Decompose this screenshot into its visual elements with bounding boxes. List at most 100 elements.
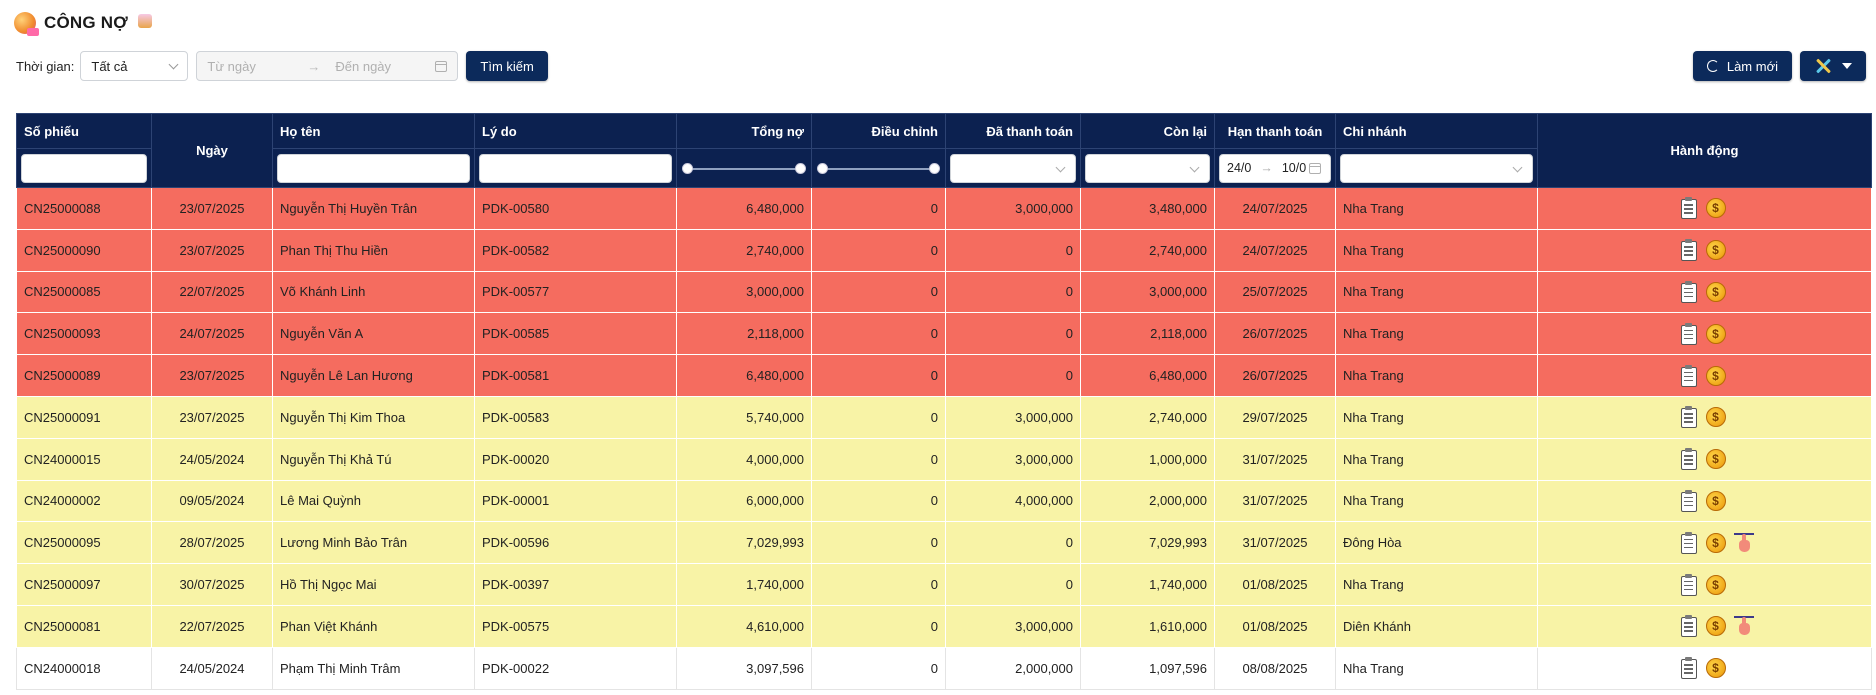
cell-adjust: 0 [811,563,946,606]
slider-handle-max[interactable] [929,162,940,174]
coin-icon[interactable]: $ [1705,616,1726,637]
table-row[interactable]: CN25000095 28/07/2025 Lương Minh Bảo Trân P… [16,521,1872,565]
time-filter-select[interactable]: Tất cả [80,51,189,81]
adjust-range-slider[interactable] [816,154,941,183]
slider-handle-min[interactable] [682,162,693,174]
cell-actions: $ [1537,187,1872,230]
coin-icon[interactable]: $ [1705,240,1726,261]
table-row[interactable]: CN25000091 23/07/2025 Nguyễn Thị Kim Thoa P… [16,395,1872,439]
clipboard-icon[interactable] [1680,364,1698,387]
tools-menu-button[interactable] [1800,51,1866,81]
table-row[interactable]: CN25000081 22/07/2025 Phan Việt Khánh PDK-0… [16,604,1872,648]
table-row[interactable]: CN25000088 23/07/2025 Nguyễn Thị Huyền Trâ… [16,187,1872,230]
cell-paid: 3,000,000 [945,437,1081,481]
cell-actions: $ [1537,521,1872,565]
cell-remaining: 1,000,000 [1080,437,1215,481]
table-row[interactable]: CN25000093 24/07/2025 Nguyễn Văn A PDK-0058… [16,312,1872,356]
col-header-paid[interactable]: Đã thanh toán [945,113,1081,149]
cell-branch: Nha Trang [1335,395,1538,439]
cell-adjust: 0 [811,646,946,690]
col-header-due[interactable]: Hạn thanh toán [1214,113,1336,149]
cell-paid: 0 [945,354,1081,397]
cell-due: 25/07/2025 [1214,270,1336,314]
cell-paid: 3,000,000 [945,395,1081,439]
cell-total: 6,000,000 [676,479,812,523]
clipboard-icon[interactable] [1680,280,1698,303]
table-row[interactable]: CN24000018 24/05/2024 Phạm Thị Minh Trâm PD… [16,646,1872,690]
total-range-slider[interactable] [681,154,807,183]
clipboard-icon[interactable] [1680,239,1698,262]
clipboard-icon[interactable] [1680,489,1698,512]
due-date-range-filter[interactable]: 24/0 → 10/0 [1219,153,1331,183]
cell-due: 24/07/2025 [1214,228,1336,272]
col-header-date[interactable]: Ngày [151,113,273,188]
cell-remaining: 2,740,000 [1080,395,1215,439]
due-from-value: 24/0 [1227,161,1252,175]
cell-total: 4,610,000 [676,604,812,648]
cell-total: 1,740,000 [676,563,812,606]
table-row[interactable]: CN25000089 23/07/2025 Nguyễn Lê Lan Hương P… [16,354,1872,397]
lock-badge-icon [137,14,152,28]
paid-filter-select[interactable] [950,153,1076,183]
coin-icon[interactable]: $ [1705,532,1726,553]
table-row[interactable]: CN24000002 09/05/2024 Lê Mai Quỳnh PDK-0000… [16,479,1872,523]
time-filter-value: Tất cả [91,58,128,74]
search-button[interactable]: Tìm kiếm [466,51,548,81]
cell-due: 31/07/2025 [1214,479,1336,523]
branch-filter-select[interactable] [1340,153,1533,183]
remaining-filter-select[interactable] [1085,153,1210,183]
action-group: $ [1545,280,1864,303]
slider-handle-max[interactable] [795,162,806,174]
cell-branch: Diên Khánh [1335,604,1538,648]
table-row[interactable]: CN25000085 22/07/2025 Võ Khánh Linh PDK-005… [16,270,1872,314]
coin-icon[interactable]: $ [1705,449,1726,470]
cell-code: CN25000095 [16,521,152,565]
hand-point-icon[interactable] [1733,532,1754,554]
col-header-code[interactable]: Số phiếu [16,113,152,149]
col-header-remaining[interactable]: Còn lại [1080,113,1215,149]
coin-icon[interactable]: $ [1705,490,1726,511]
col-header-adjust[interactable]: Điều chỉnh [811,113,946,149]
hand-point-icon[interactable] [1733,615,1754,637]
coin-icon[interactable]: $ [1705,574,1726,595]
clipboard-icon[interactable] [1680,197,1698,220]
coin-icon[interactable]: $ [1705,281,1726,302]
slider-handle-min[interactable] [817,162,828,174]
coin-icon[interactable]: $ [1705,323,1726,344]
clipboard-icon[interactable] [1680,531,1698,554]
cell-adjust: 0 [811,187,946,230]
clipboard-icon[interactable] [1680,448,1698,471]
coin-icon[interactable]: $ [1705,198,1726,219]
cell-branch: Nha Trang [1335,646,1538,690]
cell-name: Phạm Thị Minh Trâm [272,646,475,690]
coin-icon[interactable]: $ [1705,365,1726,386]
reason-filter-input[interactable] [479,153,672,183]
coin-icon[interactable]: $ [1705,407,1726,428]
table-row[interactable]: CN25000097 30/07/2025 Hồ Thị Ngọc Mai PDK-0… [16,563,1872,606]
name-filter-input[interactable] [277,153,470,183]
col-header-reason[interactable]: Lý do [474,113,677,149]
clipboard-icon[interactable] [1680,406,1698,429]
clipboard-icon[interactable] [1680,615,1698,638]
col-header-branch[interactable]: Chi nhánh [1335,113,1538,149]
table-row[interactable]: CN24000015 24/05/2024 Nguyễn Thị Khả Tú PDK… [16,437,1872,481]
coin-icon[interactable]: $ [1705,658,1726,679]
clipboard-icon[interactable] [1680,573,1698,596]
col-header-total[interactable]: Tổng nợ [676,113,812,149]
col-header-actions: Hành động [1537,113,1872,188]
cell-reason: PDK-00022 [474,646,677,690]
cell-adjust: 0 [811,521,946,565]
clipboard-icon[interactable] [1680,657,1698,680]
cell-name: Phan Thị Thu Hiền [272,228,475,272]
refresh-icon [1706,60,1719,72]
table-row[interactable]: CN25000090 23/07/2025 Phan Thị Thu Hiền PDK… [16,228,1872,272]
col-header-name[interactable]: Họ tên [272,113,475,149]
cell-branch: Nha Trang [1335,479,1538,523]
code-filter-input[interactable] [21,153,147,183]
page-title: CÔNG NỢ [44,13,128,32]
cell-due: 24/07/2025 [1214,187,1336,230]
refresh-button[interactable]: Làm mới [1692,51,1792,81]
cell-actions: $ [1537,563,1872,606]
clipboard-icon[interactable] [1680,322,1698,345]
date-range-picker[interactable]: Từ ngày → Đến ngày [196,51,459,81]
